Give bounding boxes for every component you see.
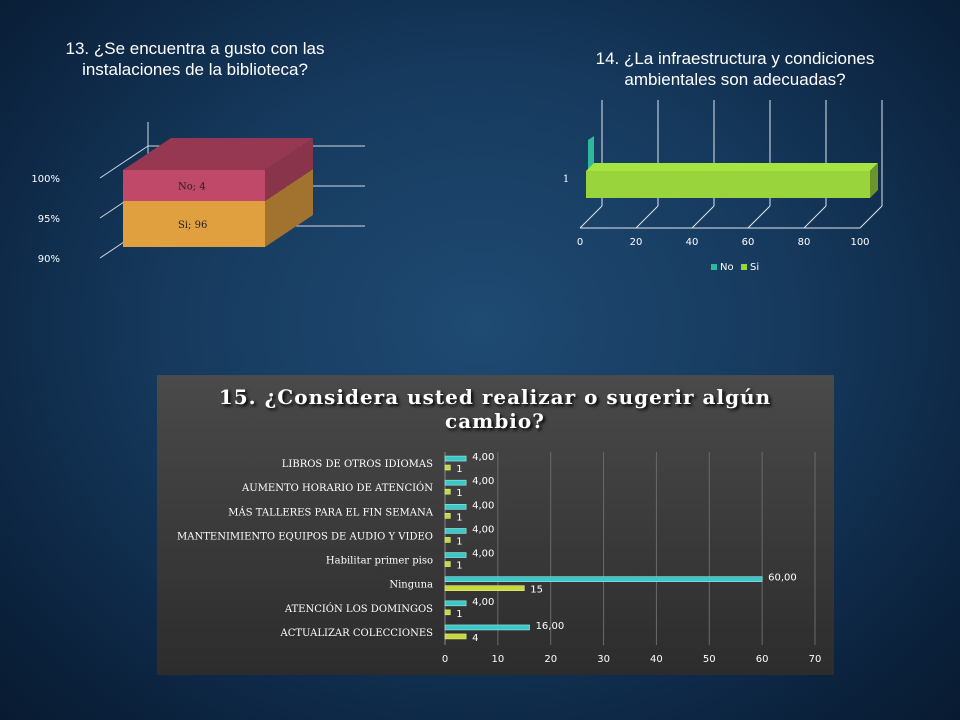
chart13-floor-line (99, 145, 149, 179)
chart14-x-tick: 60 (742, 237, 755, 248)
chart13-segment-top (123, 138, 313, 170)
chart14-floor-line (803, 205, 827, 229)
chart14-x-tick: 80 (798, 237, 811, 248)
chart14-floor-line (859, 205, 883, 229)
chart14-bar-si (586, 171, 870, 198)
chart13-segment-side (265, 169, 313, 247)
chart14-legend-si: Si (750, 262, 759, 273)
chart14-x-tick: 100 (850, 237, 869, 248)
chart14-legend-no: No (720, 262, 734, 273)
chart13-y-tick: 90% (38, 254, 60, 265)
chart14-legend-swatch-no (711, 264, 717, 270)
chart14-legend-swatch-si (741, 264, 747, 270)
chart13-floor-line (99, 225, 149, 259)
chart14-floor-line (579, 205, 603, 229)
chart14-x-tick: 40 (686, 237, 699, 248)
chart14-bar-si-side (870, 163, 878, 198)
chart14-title: 14. ¿La infraestructura y condiciones am… (595, 49, 875, 89)
chart14-floor-line (747, 205, 771, 229)
chart14-x-tick: 0 (577, 237, 583, 248)
chart13-floor-line (99, 185, 149, 219)
chart14-floor-line (635, 205, 659, 229)
chart13-segment-front (123, 170, 265, 201)
chart13-y-tick: 95% (38, 214, 60, 225)
chart13-segment-side (265, 138, 313, 201)
chart14-bar-si-top (586, 163, 878, 171)
chart14-bar-no (588, 136, 594, 170)
chart13-y-tick: 100% (31, 174, 60, 185)
chart14-x-tick: 20 (630, 237, 643, 248)
chart13-segment-front (123, 201, 265, 247)
chart14-floor-line (691, 205, 715, 229)
chart13-title: 13. ¿Se encuentra a gusto con las instal… (65, 39, 325, 79)
chart15-title: 15. ¿Considera usted realizar o sugerir … (218, 385, 772, 433)
chart13-segment-label: Si; 96 (178, 220, 207, 231)
chart13-segment-label: No; 4 (178, 182, 206, 193)
chart14-category-label: 1 (563, 174, 569, 185)
